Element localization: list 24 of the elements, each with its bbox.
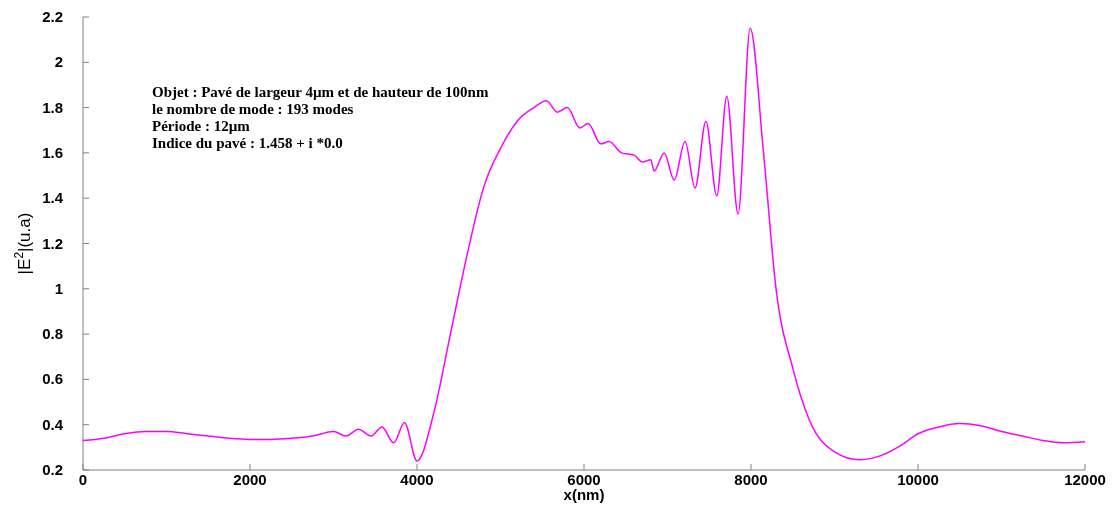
y-tick-label: 2.2 (42, 8, 63, 25)
y-tick-label: 1.8 (42, 98, 63, 116)
x-tick-label: 4000 (400, 471, 434, 488)
line-series (82, 27, 1086, 462)
y-tick-label: 2 (54, 53, 63, 71)
annotation: Indice du pavé : 1.458 + i *0.0 (152, 135, 343, 151)
y-tick-label: 1 (54, 279, 63, 297)
annotation: Objet : Pavé de largeur 4µm et de hauteur de 100nm (152, 84, 489, 100)
x-tick-label: 0 (78, 471, 88, 488)
y-tick-label: 1.2 (42, 234, 63, 252)
y-tick-label: 0.8 (42, 325, 63, 343)
y-tick-label: 0.4 (42, 415, 64, 433)
y-tick-label: 1.6 (42, 143, 63, 161)
x-tick-label: 2000 (233, 471, 267, 488)
y-tick-label: 1.4 (42, 189, 64, 207)
x-axis-title: x(nm) (563, 486, 605, 503)
x-tick-label: 8000 (734, 471, 768, 488)
annotation: le nombre de mode : 193 modes (152, 101, 354, 117)
x-tick-label: 12000 (1064, 471, 1106, 488)
x-tick-label: 10000 (897, 471, 939, 488)
x-tick-label: 6000 (567, 471, 601, 488)
y-tick-label: 0.2 (42, 461, 63, 478)
annotation: Période : 12µm (152, 118, 251, 134)
y-tick-label: 0.6 (42, 370, 63, 388)
